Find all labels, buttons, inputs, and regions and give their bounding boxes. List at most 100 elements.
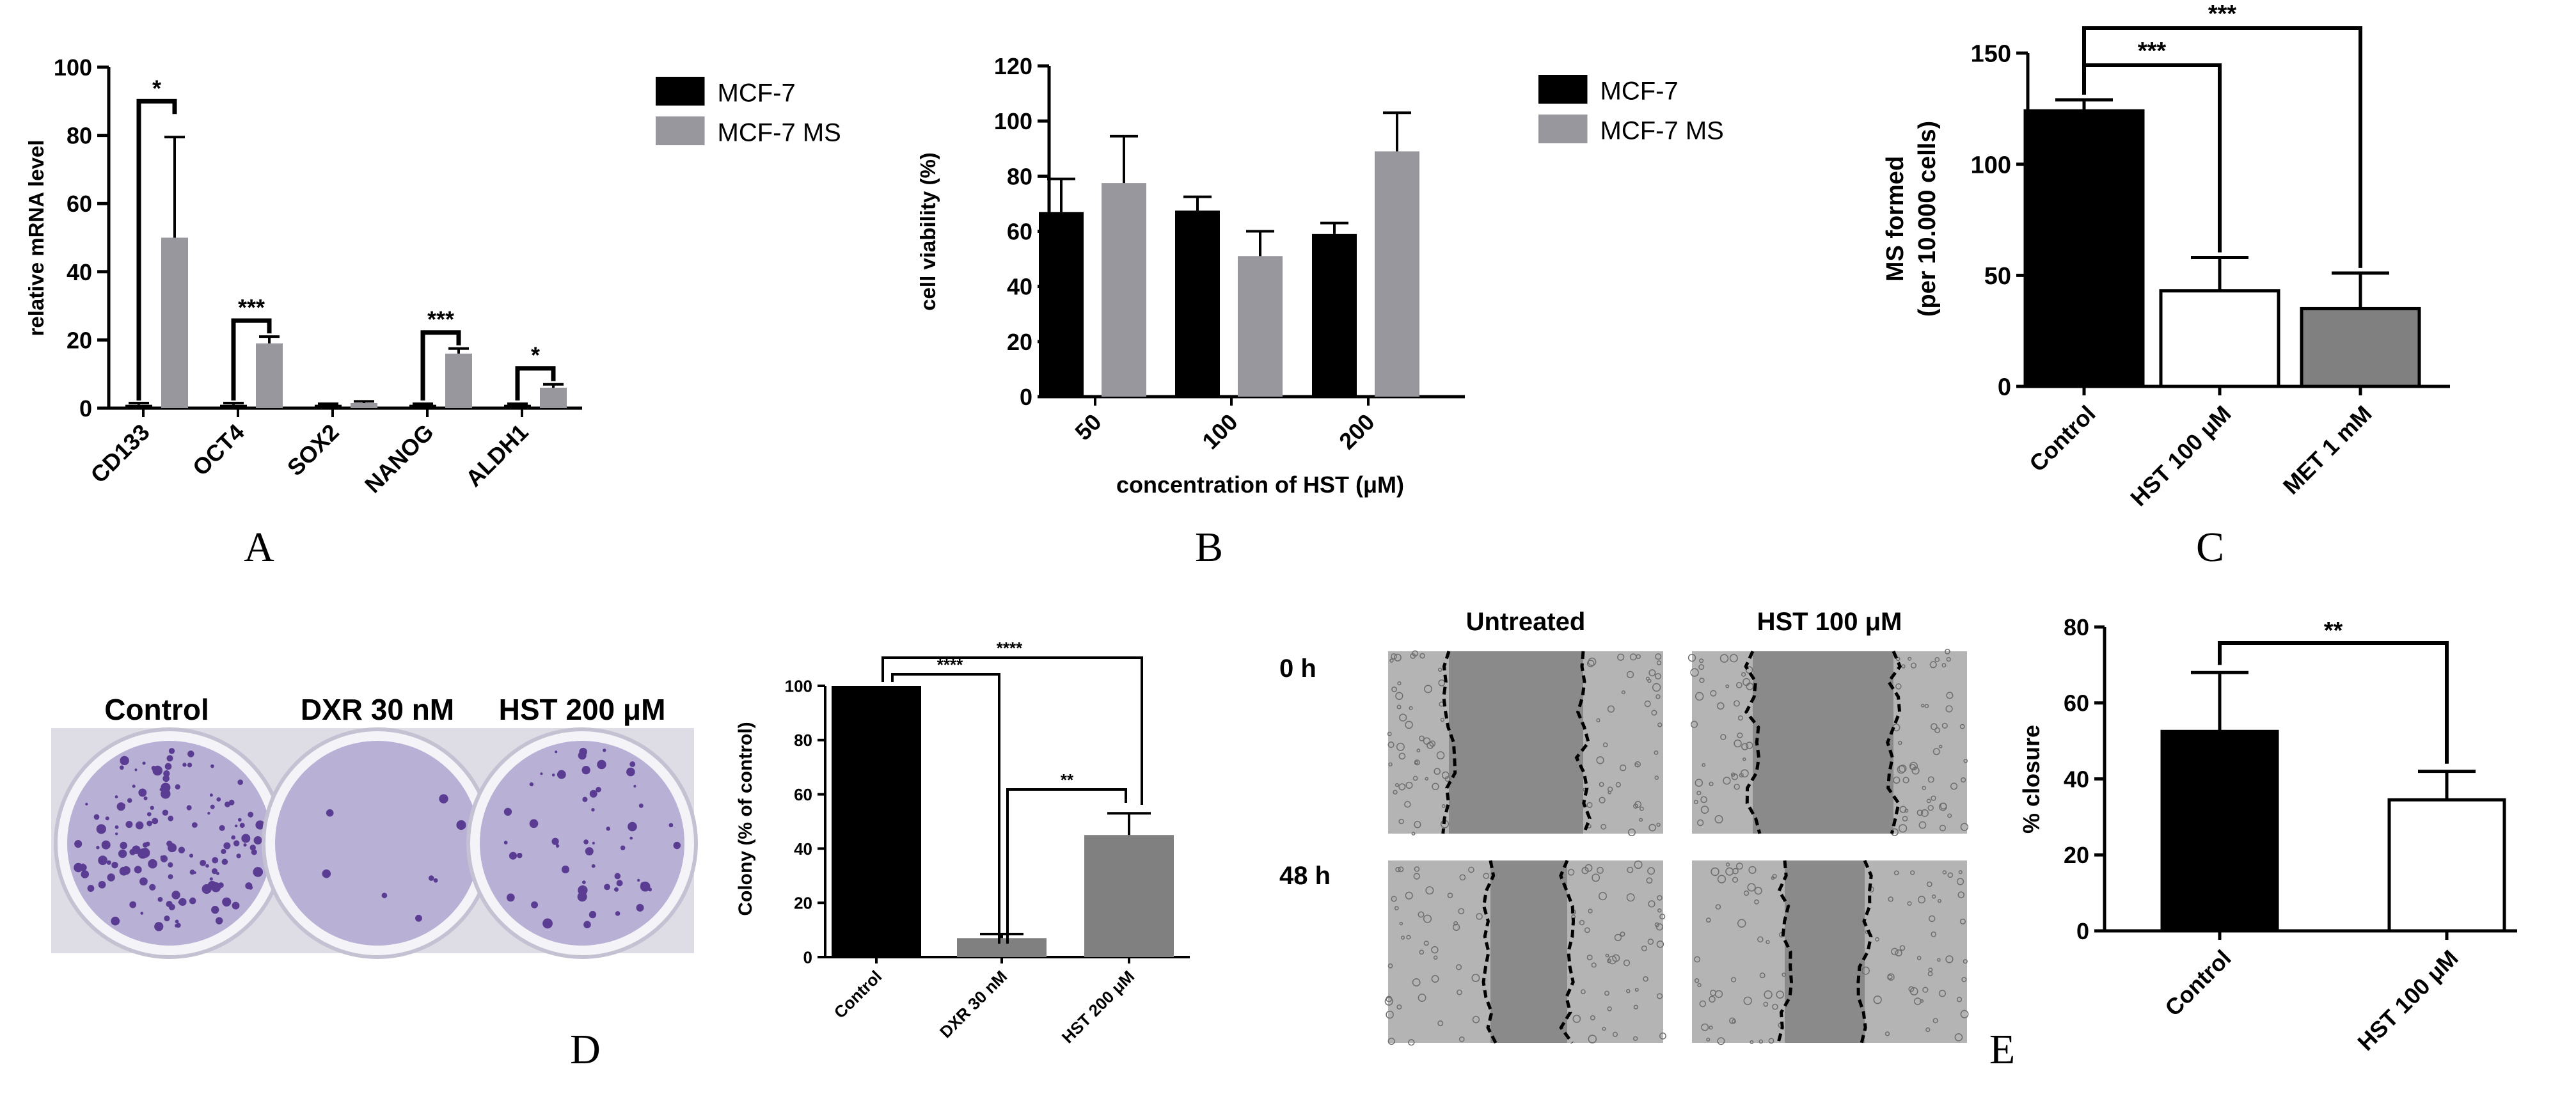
cell: [1636, 654, 1641, 660]
y-tick-label: 0: [79, 395, 92, 422]
cell: [1434, 768, 1441, 775]
cell: [1741, 743, 1749, 750]
colony: [161, 782, 171, 793]
cell: [1396, 1004, 1402, 1010]
cell: [1396, 742, 1405, 751]
y-tick-label: 40: [794, 839, 812, 859]
cell: [1612, 1031, 1618, 1037]
colony: [163, 770, 170, 777]
cell: [1934, 727, 1941, 734]
colony: [633, 784, 636, 788]
cell: [1947, 872, 1954, 878]
significance-label: ***: [238, 294, 265, 321]
cell: [1416, 749, 1421, 753]
panel-label: A: [244, 524, 274, 571]
cell: [1423, 737, 1431, 745]
cell: [1717, 1037, 1725, 1045]
colony: [191, 822, 198, 828]
bar: [832, 686, 921, 957]
colony: [577, 892, 587, 902]
colony: [529, 782, 534, 787]
colony: [628, 821, 637, 832]
cell: [1759, 972, 1766, 979]
colony: [217, 882, 224, 889]
x-tick-label: ALDH1: [461, 419, 533, 492]
colony: [178, 901, 181, 904]
cell-layer-right: [1583, 651, 1663, 834]
bar: [445, 353, 472, 408]
colony: [178, 898, 187, 906]
cell: [1398, 752, 1406, 760]
y-tick-label: 150: [1971, 41, 2011, 68]
significance-label: ***: [427, 306, 454, 333]
bar: [125, 404, 152, 408]
colony: [186, 805, 192, 811]
cell: [1391, 686, 1398, 692]
colony: [381, 892, 388, 898]
cell: [1581, 989, 1586, 994]
cell: [1887, 973, 1895, 981]
x-tick-label: CD133: [85, 419, 154, 488]
y-tick-label: 80: [67, 123, 92, 149]
colony: [589, 789, 597, 798]
colony: [589, 910, 597, 919]
cell: [1604, 990, 1609, 996]
cell: [1659, 914, 1666, 920]
cell: [1701, 1023, 1709, 1031]
x-tick-label: Control: [2024, 400, 2100, 477]
colony: [135, 821, 144, 830]
cell: [1942, 870, 1947, 875]
y-tick-label: 0: [2076, 918, 2089, 944]
colony: [182, 763, 187, 767]
bar: [2160, 729, 2279, 933]
cell: [1414, 759, 1420, 766]
cell: [1687, 653, 1696, 662]
colony: [219, 825, 225, 831]
cell: [1632, 1036, 1638, 1042]
cell: [1405, 720, 1413, 729]
cell: [1705, 917, 1711, 923]
cell: [1476, 913, 1483, 920]
cell: [1735, 682, 1742, 688]
colony: [106, 860, 111, 865]
cell: [1899, 945, 1906, 951]
y-tick-label: 60: [67, 191, 92, 217]
bar: [2159, 289, 2280, 388]
bar: [256, 343, 283, 408]
cell: [1922, 987, 1929, 993]
colony: [96, 846, 100, 850]
y-tick-label: 0: [1998, 374, 2011, 401]
cell: [1895, 949, 1902, 957]
cell: [1930, 723, 1938, 731]
significance-label: ***: [2138, 38, 2167, 65]
colony: [551, 773, 555, 777]
colony: [228, 799, 235, 805]
cell: [1656, 940, 1664, 948]
colony: [629, 761, 636, 767]
colony: [603, 749, 606, 752]
cell: [1414, 821, 1421, 828]
cell: [1931, 931, 1936, 937]
bar: [409, 404, 436, 408]
colony: [115, 795, 118, 798]
colony: [134, 768, 138, 772]
cell: [1395, 866, 1401, 873]
cell: [1657, 722, 1663, 727]
cell: [1607, 705, 1615, 713]
cell: [1910, 662, 1917, 669]
wound-edge-line: [1441, 651, 1457, 834]
cell: [1458, 908, 1465, 915]
colony: [125, 821, 133, 828]
cell: [1391, 896, 1397, 902]
cell: [1429, 740, 1436, 747]
cell: [1960, 1010, 1969, 1019]
bar: [957, 938, 1047, 957]
cell: [1709, 781, 1714, 786]
cell: [1655, 694, 1661, 699]
colony: [596, 786, 601, 793]
cell: [1709, 995, 1716, 1003]
bar: [1039, 212, 1084, 397]
cell: [1931, 894, 1936, 899]
cell: [1921, 704, 1925, 708]
colony: [638, 803, 644, 808]
